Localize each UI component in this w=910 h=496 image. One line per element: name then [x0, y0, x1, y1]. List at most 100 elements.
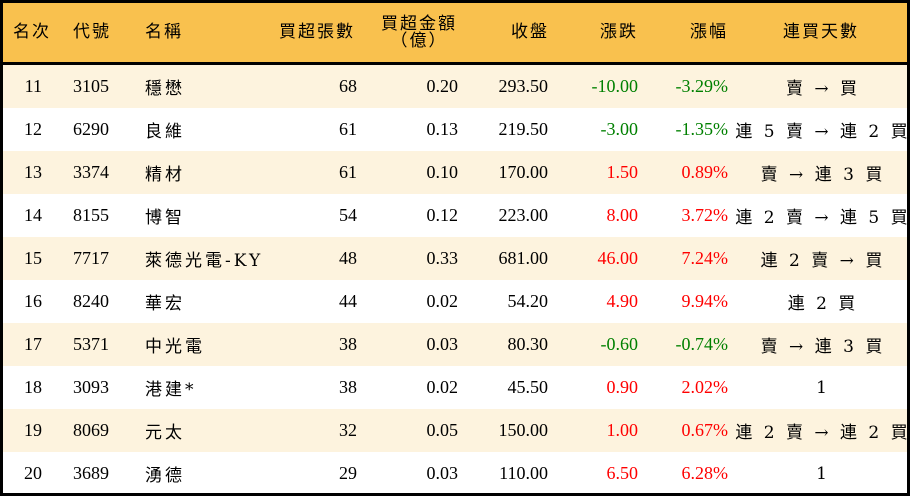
table-row[interactable]: 20 3689 湧德 29 0.03 110.00 6.50 6.28% 1	[3, 452, 907, 495]
change-cell: 0.90	[606, 377, 639, 397]
code-cell: 3093	[73, 377, 109, 397]
table-row[interactable]: 19 8069 元太 32 0.05 150.00 1.00 0.67% 連 2…	[3, 409, 910, 452]
code-cell: 3105	[73, 76, 109, 96]
close-cell: 219.50	[498, 119, 549, 139]
header-name: 名稱	[145, 22, 183, 42]
lots-cell: 54	[339, 205, 357, 225]
change-pct-cell: -3.29%	[675, 76, 729, 96]
change-cell: 4.90	[606, 291, 639, 311]
rank-cell: 15	[24, 248, 42, 268]
name-cell: 穩懋	[145, 79, 185, 99]
header-net-buy-amount: 買超金額 （億）	[379, 3, 459, 62]
consecutive-days-cell: 賣 → 買	[785, 79, 861, 99]
amount-cell: 0.13	[426, 119, 459, 139]
change-cell: -3.00	[600, 119, 639, 139]
lots-cell: 44	[339, 291, 357, 311]
table-row[interactable]: 14 8155 博智 54 0.12 223.00 8.00 3.72% 連 2…	[3, 194, 910, 237]
amount-cell: 0.03	[426, 334, 459, 354]
table-row[interactable]: 18 3093 港建* 38 0.02 45.50 0.90 2.02% 1	[3, 366, 907, 409]
consecutive-days-cell: 賣 → 連 3 買	[760, 165, 886, 185]
header-net-buy-amount-line2: （億）	[390, 30, 448, 51]
consecutive-days-cell: 連 2 賣 → 連 2 買	[735, 423, 910, 443]
change-pct-cell: 0.89%	[681, 162, 729, 182]
lots-cell: 29	[339, 463, 357, 483]
change-pct-cell: 9.94%	[681, 291, 729, 311]
close-cell: 293.50	[498, 76, 549, 96]
consecutive-days-cell: 連 2 賣 → 連 5 買	[735, 208, 910, 228]
code-cell: 8069	[73, 420, 109, 440]
table-row[interactable]: 17 5371 中光電 38 0.03 80.30 -0.60 -0.74% 賣…	[3, 323, 907, 366]
consecutive-days-cell: 1	[816, 463, 830, 484]
lots-cell: 32	[339, 420, 357, 440]
amount-cell: 0.03	[426, 463, 459, 483]
change-cell: 1.50	[606, 162, 639, 182]
consecutive-days-cell: 連 2 買	[787, 294, 859, 314]
table-row[interactable]: 15 7717 萊德光電-KY 48 0.33 681.00 46.00 7.2…	[3, 237, 907, 280]
name-cell: 精材	[145, 165, 185, 185]
lots-cell: 38	[339, 377, 357, 397]
name-cell: 萊德光電-KY	[145, 251, 264, 271]
rank-cell: 20	[24, 463, 42, 483]
amount-cell: 0.02	[426, 377, 459, 397]
header-change: 漲跌	[600, 22, 638, 42]
change-pct-cell: 7.24%	[681, 248, 729, 268]
amount-cell: 0.02	[426, 291, 459, 311]
header-rank: 名次	[13, 22, 51, 42]
name-cell: 中光電	[145, 337, 205, 357]
table-row[interactable]: 13 3374 精材 61 0.10 170.00 1.50 0.89% 賣 →…	[3, 151, 907, 194]
rank-cell: 11	[24, 76, 42, 96]
name-cell: 元太	[145, 423, 185, 443]
name-cell: 港建*	[145, 380, 197, 400]
code-cell: 6290	[73, 119, 109, 139]
code-cell: 7717	[73, 248, 109, 268]
change-pct-cell: 2.02%	[681, 377, 729, 397]
rank-cell: 18	[24, 377, 42, 397]
change-pct-cell: 0.67%	[681, 420, 729, 440]
table-header: 名次 代號 名稱 買超張數 買超金額 （億） 收盤 漲跌 漲幅 連買天數	[3, 3, 907, 65]
change-pct-cell: -0.74%	[675, 334, 729, 354]
amount-cell: 0.33	[426, 248, 459, 268]
change-cell: -0.60	[600, 334, 639, 354]
code-cell: 8240	[73, 291, 109, 311]
header-close: 收盤	[511, 22, 549, 42]
change-cell: 46.00	[597, 248, 639, 268]
name-cell: 良維	[145, 122, 185, 142]
change-cell: 6.50	[606, 463, 639, 483]
rank-cell: 12	[24, 119, 42, 139]
change-cell: -10.00	[591, 76, 639, 96]
header-net-buy-lots: 買超張數	[279, 22, 355, 42]
close-cell: 170.00	[498, 162, 549, 182]
rank-cell: 16	[24, 291, 42, 311]
change-pct-cell: 6.28%	[681, 463, 729, 483]
header-change-pct: 漲幅	[690, 22, 728, 42]
table-row[interactable]: 11 3105 穩懋 68 0.20 293.50 -10.00 -3.29% …	[3, 65, 907, 108]
code-cell: 8155	[73, 205, 109, 225]
name-cell: 湧德	[145, 466, 185, 486]
close-cell: 223.00	[498, 205, 549, 225]
change-cell: 1.00	[606, 420, 639, 440]
change-pct-cell: -1.35%	[675, 119, 729, 139]
lots-cell: 48	[339, 248, 357, 268]
table-row[interactable]: 16 8240 華宏 44 0.02 54.20 4.90 9.94% 連 2 …	[3, 280, 907, 323]
name-cell: 博智	[145, 208, 185, 228]
table-row[interactable]: 12 6290 良維 61 0.13 219.50 -3.00 -1.35% 連…	[3, 108, 910, 151]
close-cell: 150.00	[498, 420, 549, 440]
change-pct-cell: 3.72%	[681, 205, 729, 225]
header-consecutive-buy-days: 連買天數	[783, 22, 859, 42]
rank-cell: 19	[24, 420, 42, 440]
amount-cell: 0.10	[426, 162, 459, 182]
code-cell: 3689	[73, 463, 109, 483]
lots-cell: 38	[339, 334, 357, 354]
lots-cell: 61	[339, 119, 357, 139]
consecutive-days-cell: 連 5 賣 → 連 2 買	[735, 122, 910, 142]
amount-cell: 0.20	[426, 76, 459, 96]
close-cell: 45.50	[507, 377, 549, 397]
rank-cell: 17	[24, 334, 42, 354]
close-cell: 54.20	[507, 291, 549, 311]
close-cell: 110.00	[499, 463, 548, 483]
rank-cell: 14	[24, 205, 42, 225]
rank-cell: 13	[24, 162, 42, 182]
table-body: 11 3105 穩懋 68 0.20 293.50 -10.00 -3.29% …	[3, 65, 910, 495]
consecutive-days-cell: 連 2 賣 → 買	[760, 251, 886, 271]
